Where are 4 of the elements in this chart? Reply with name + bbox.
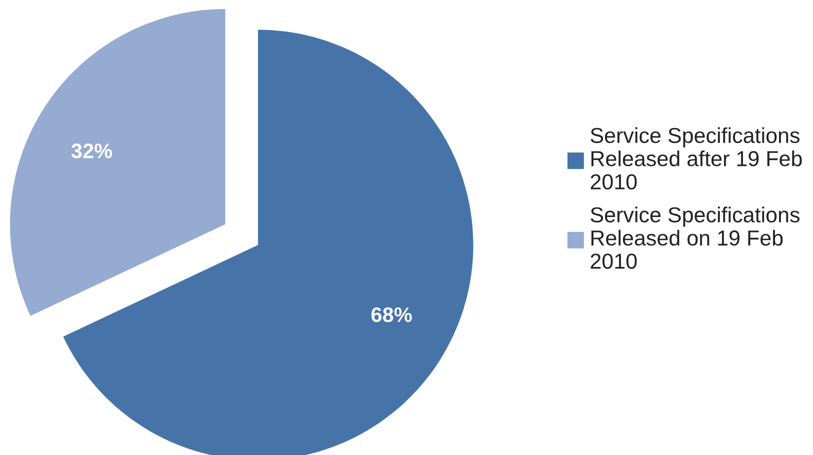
data-label: 68% bbox=[371, 307, 412, 322]
legend-label: Service Specifications Released on 19 Feb 2010 bbox=[590, 206, 800, 269]
data-label: 32% bbox=[71, 144, 112, 158]
legend-label: Service Specifications Released after 19 Feb 2010 bbox=[590, 127, 802, 190]
